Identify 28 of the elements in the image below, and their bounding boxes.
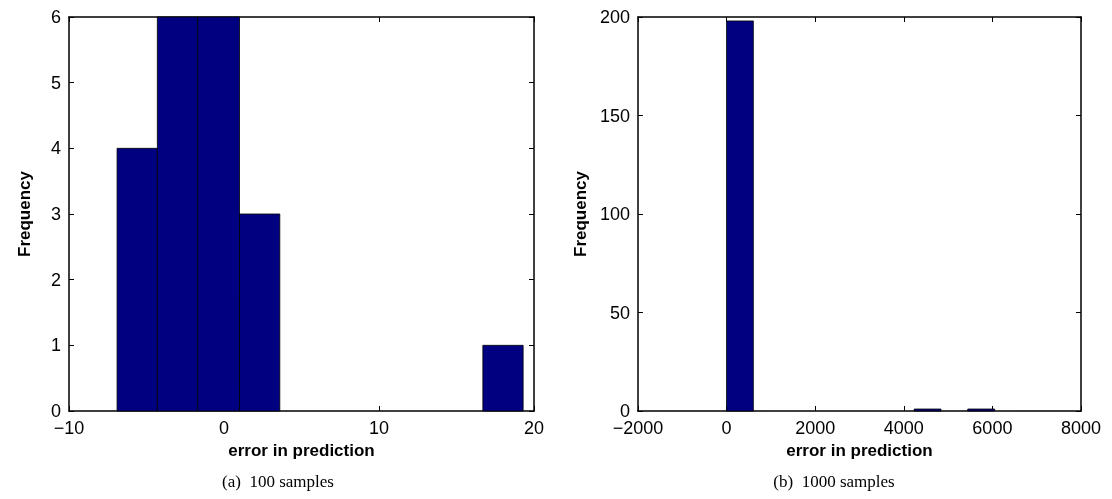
y-tick-label: 50: [609, 302, 630, 323]
x-tick-label: 4000: [883, 418, 924, 438]
x-tick-label: 0: [218, 418, 230, 438]
y-tick-label: 150: [599, 105, 630, 126]
text: (a) 100 samples: [222, 472, 334, 491]
x-tick-label: 0: [721, 418, 732, 438]
y-tick-label: 2: [50, 269, 61, 290]
y-axis-title: Frequency: [15, 170, 34, 257]
y-tick-label: 0: [50, 401, 61, 421]
x-tick-label: −10: [53, 418, 85, 438]
y-axis-title: Frequency: [571, 170, 590, 257]
x-tick-label: −2000: [612, 418, 664, 438]
x-tick-label: 20: [523, 418, 545, 438]
x-axis-title: error in prediction: [228, 440, 375, 460]
x-tick-label: 8000: [1060, 418, 1101, 438]
y-tick-label: 4: [50, 138, 61, 159]
x-tick-label: 6000: [972, 418, 1013, 438]
y-tick-label: 6: [50, 7, 61, 27]
x-tick-label: 10: [368, 418, 390, 438]
y-tick-label: 0: [619, 401, 630, 421]
x-tick-label: 2000: [795, 418, 836, 438]
y-tick-label: 200: [599, 7, 630, 27]
y-tick-label: 5: [50, 72, 61, 93]
y-tick-label: 100: [599, 204, 630, 224]
text: (b) 1000 samples: [773, 472, 895, 491]
y-tick-label: 1: [50, 335, 61, 356]
y-tick-label: 3: [50, 204, 61, 224]
x-axis-title: error in prediction: [786, 440, 933, 460]
